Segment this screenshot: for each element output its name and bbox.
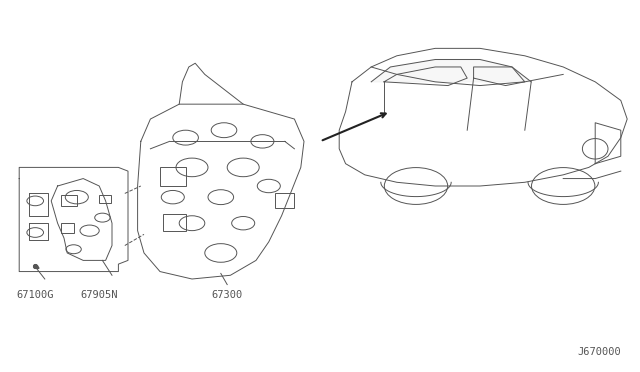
Bar xyxy=(99,195,111,203)
Polygon shape xyxy=(371,60,531,82)
Bar xyxy=(61,223,74,232)
Text: J670000: J670000 xyxy=(577,347,621,357)
Bar xyxy=(61,195,77,206)
Text: 67100G: 67100G xyxy=(17,290,54,300)
Text: 67905N: 67905N xyxy=(81,290,118,300)
Bar xyxy=(160,167,186,186)
Bar xyxy=(275,193,294,208)
Bar xyxy=(163,214,186,231)
Text: 67300: 67300 xyxy=(212,290,243,300)
